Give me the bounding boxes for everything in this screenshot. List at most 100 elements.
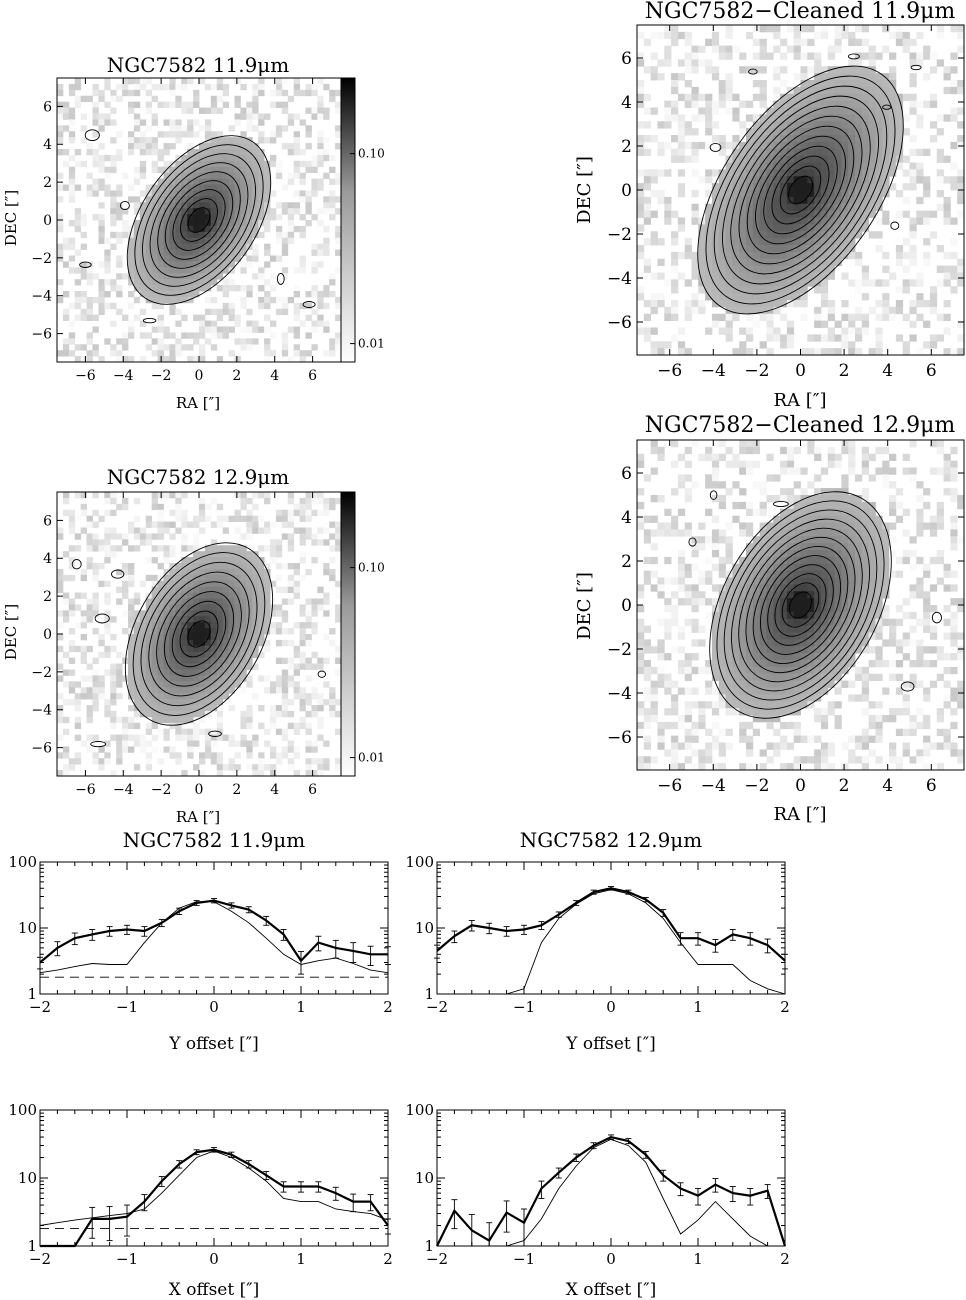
image-pixel (228, 734, 235, 741)
image-pixel (827, 591, 835, 599)
image-pixel (252, 166, 259, 174)
image-pixel (264, 296, 271, 304)
image-pixel (766, 529, 774, 537)
image-pixel (264, 574, 271, 582)
image-pixel (62, 101, 70, 108)
noise-contour (111, 569, 125, 579)
image-pixel (650, 446, 658, 455)
image-pixel (299, 610, 306, 617)
image-pixel (732, 176, 740, 184)
image-pixel (299, 604, 306, 611)
image-pixel (705, 100, 713, 108)
image-pixel (181, 663, 188, 670)
image-pixel (128, 746, 135, 753)
image-pixel (275, 752, 283, 759)
image-pixel (275, 231, 283, 239)
image-pixel (281, 249, 289, 256)
image-pixel (57, 249, 64, 256)
image-pixel (834, 148, 842, 157)
image-pixel (814, 66, 822, 74)
image-pixel (780, 632, 788, 640)
image-pixel (275, 160, 283, 168)
image-pixel (264, 350, 271, 357)
image-pixel (210, 326, 218, 333)
image-pixel (786, 763, 795, 771)
image-pixel (827, 196, 835, 205)
image-pixel (151, 681, 158, 688)
image-pixel (725, 238, 733, 246)
image-pixel (773, 300, 781, 308)
image-pixel (157, 178, 164, 185)
image-pixel (133, 628, 141, 635)
image-pixel (841, 300, 849, 308)
image-pixel (814, 258, 822, 267)
image-pixel (204, 574, 212, 582)
image-pixel (133, 143, 141, 150)
image-pixel (820, 86, 829, 95)
image-pixel (827, 176, 835, 184)
image-pixel (116, 338, 123, 345)
image-pixel (246, 190, 253, 197)
image-pixel (793, 529, 801, 537)
image-pixel (234, 160, 241, 168)
image-pixel (800, 245, 808, 253)
image-pixel (820, 224, 829, 232)
image-pixel (705, 251, 713, 260)
image-pixel (650, 680, 658, 688)
image-pixel (671, 334, 679, 342)
image-pixel (275, 758, 283, 765)
image-pixel (216, 752, 224, 759)
image-pixel (110, 202, 117, 209)
image-pixel (216, 634, 224, 641)
image-pixel (293, 503, 300, 511)
panel-title: NGC7582−Cleaned 11.9μm (645, 0, 956, 24)
image-pixel (657, 141, 665, 150)
image-pixel (766, 522, 774, 530)
image-pixel (780, 121, 788, 129)
image-pixel (240, 202, 247, 209)
image-pixel (705, 508, 713, 517)
image-pixel (677, 348, 686, 356)
image-pixel (305, 131, 312, 138)
image-pixel (122, 273, 129, 280)
image-pixel (671, 591, 679, 599)
image-pixel (814, 550, 822, 558)
image-pixel (957, 210, 965, 218)
image-pixel (637, 632, 645, 640)
image-pixel (193, 598, 200, 605)
image-pixel (175, 214, 182, 221)
image-pixel (122, 716, 129, 724)
image-pixel (766, 128, 774, 136)
image-pixel (329, 521, 336, 528)
image-pixel (305, 492, 312, 499)
image-pixel (923, 148, 931, 157)
image-pixel (820, 293, 829, 301)
image-pixel (240, 267, 247, 274)
image-pixel (210, 208, 218, 215)
image-pixel (916, 162, 924, 170)
image-pixel (151, 497, 158, 505)
contour-line (148, 571, 250, 697)
image-pixel (299, 261, 306, 268)
image-pixel (807, 735, 815, 743)
image-pixel (163, 604, 170, 611)
image-pixel (759, 286, 767, 294)
image-pixel (671, 279, 679, 287)
image-pixel (57, 107, 64, 114)
image-pixel (74, 314, 82, 321)
image-pixel (895, 135, 904, 143)
image-pixel (807, 495, 815, 503)
image-pixel (68, 639, 76, 647)
image-pixel (98, 225, 105, 233)
image-pixel (258, 574, 265, 582)
image-pixel (74, 515, 82, 522)
image-pixel (228, 764, 235, 771)
image-pixel (116, 131, 123, 138)
image-pixel (793, 653, 801, 661)
image-pixel (718, 80, 726, 88)
image-pixel (786, 162, 795, 170)
image-pixel (943, 272, 951, 280)
image-pixel (786, 543, 795, 551)
image-pixel (281, 616, 289, 623)
image-pixel (732, 279, 740, 287)
